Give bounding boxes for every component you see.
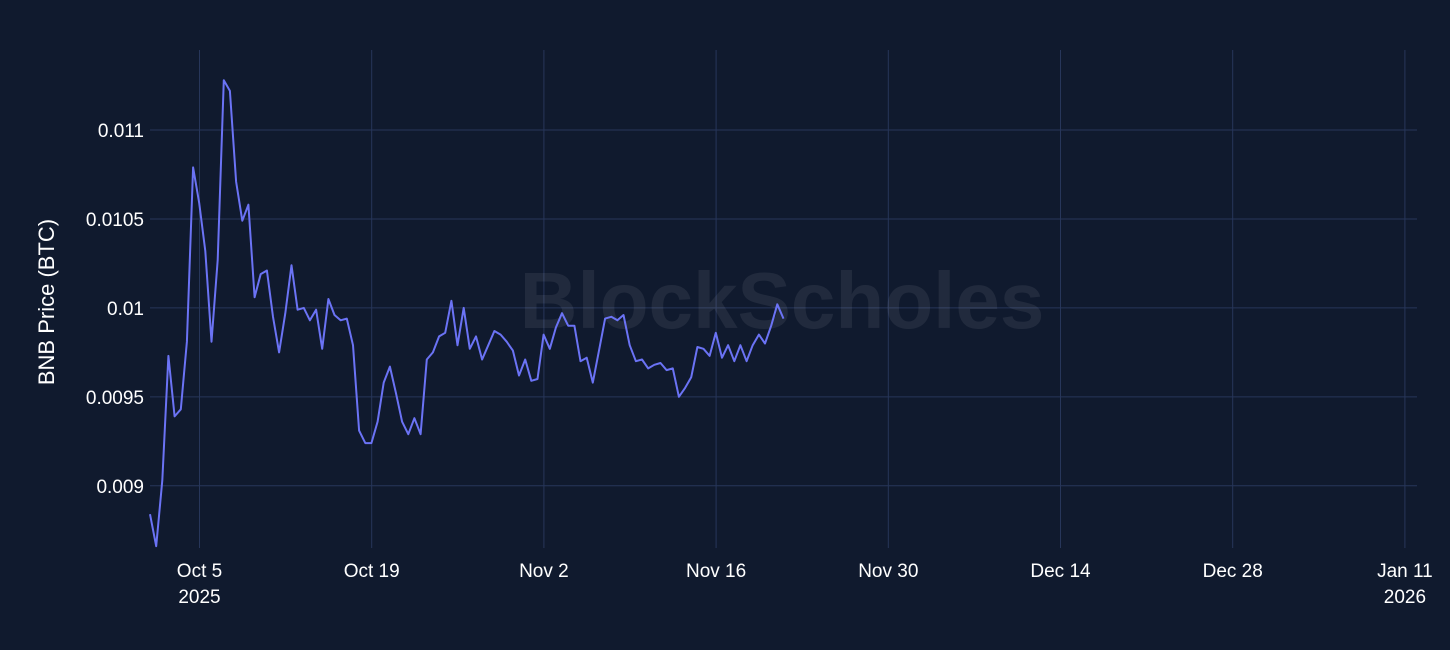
x-tick-label: Oct 19 <box>344 561 400 582</box>
x-tick-label: Dec 28 <box>1203 561 1263 582</box>
x-tick-year-label: 2026 <box>1384 587 1426 608</box>
y-tick-label: 0.0105 <box>86 210 144 231</box>
x-tick-labels: Oct 5 2025 Oct 19 Nov 2 Nov 16 Nov 30 Dec 14 De… <box>177 561 1433 608</box>
x-tick-label: Nov 16 <box>686 561 746 582</box>
x-tick-label: Dec 14 <box>1030 561 1091 582</box>
watermark-logo: BlockScholes <box>520 256 1045 345</box>
y-axis-title: BNB Price (BTC) <box>34 219 59 385</box>
y-tick-labels: 0.009 0.0095 0.01 0.0105 0.011 <box>86 121 144 498</box>
x-tick-label: Jan 11 <box>1377 561 1433 582</box>
y-gridlines <box>150 129 1417 487</box>
x-tick-year-label: 2025 <box>178 587 220 608</box>
series-layer <box>149 79 785 548</box>
y-tick-label: 0.011 <box>98 121 144 142</box>
x-tick-label: Nov 30 <box>858 561 918 582</box>
x-gridlines <box>199 50 1406 548</box>
y-tick-label: 0.01 <box>107 299 144 320</box>
y-tick-label: 0.009 <box>96 477 144 498</box>
y-tick-label: 0.0095 <box>86 388 144 409</box>
x-tick-label: Oct 5 <box>177 561 222 582</box>
x-tick-label: Nov 2 <box>519 561 569 582</box>
series-line <box>149 79 785 548</box>
